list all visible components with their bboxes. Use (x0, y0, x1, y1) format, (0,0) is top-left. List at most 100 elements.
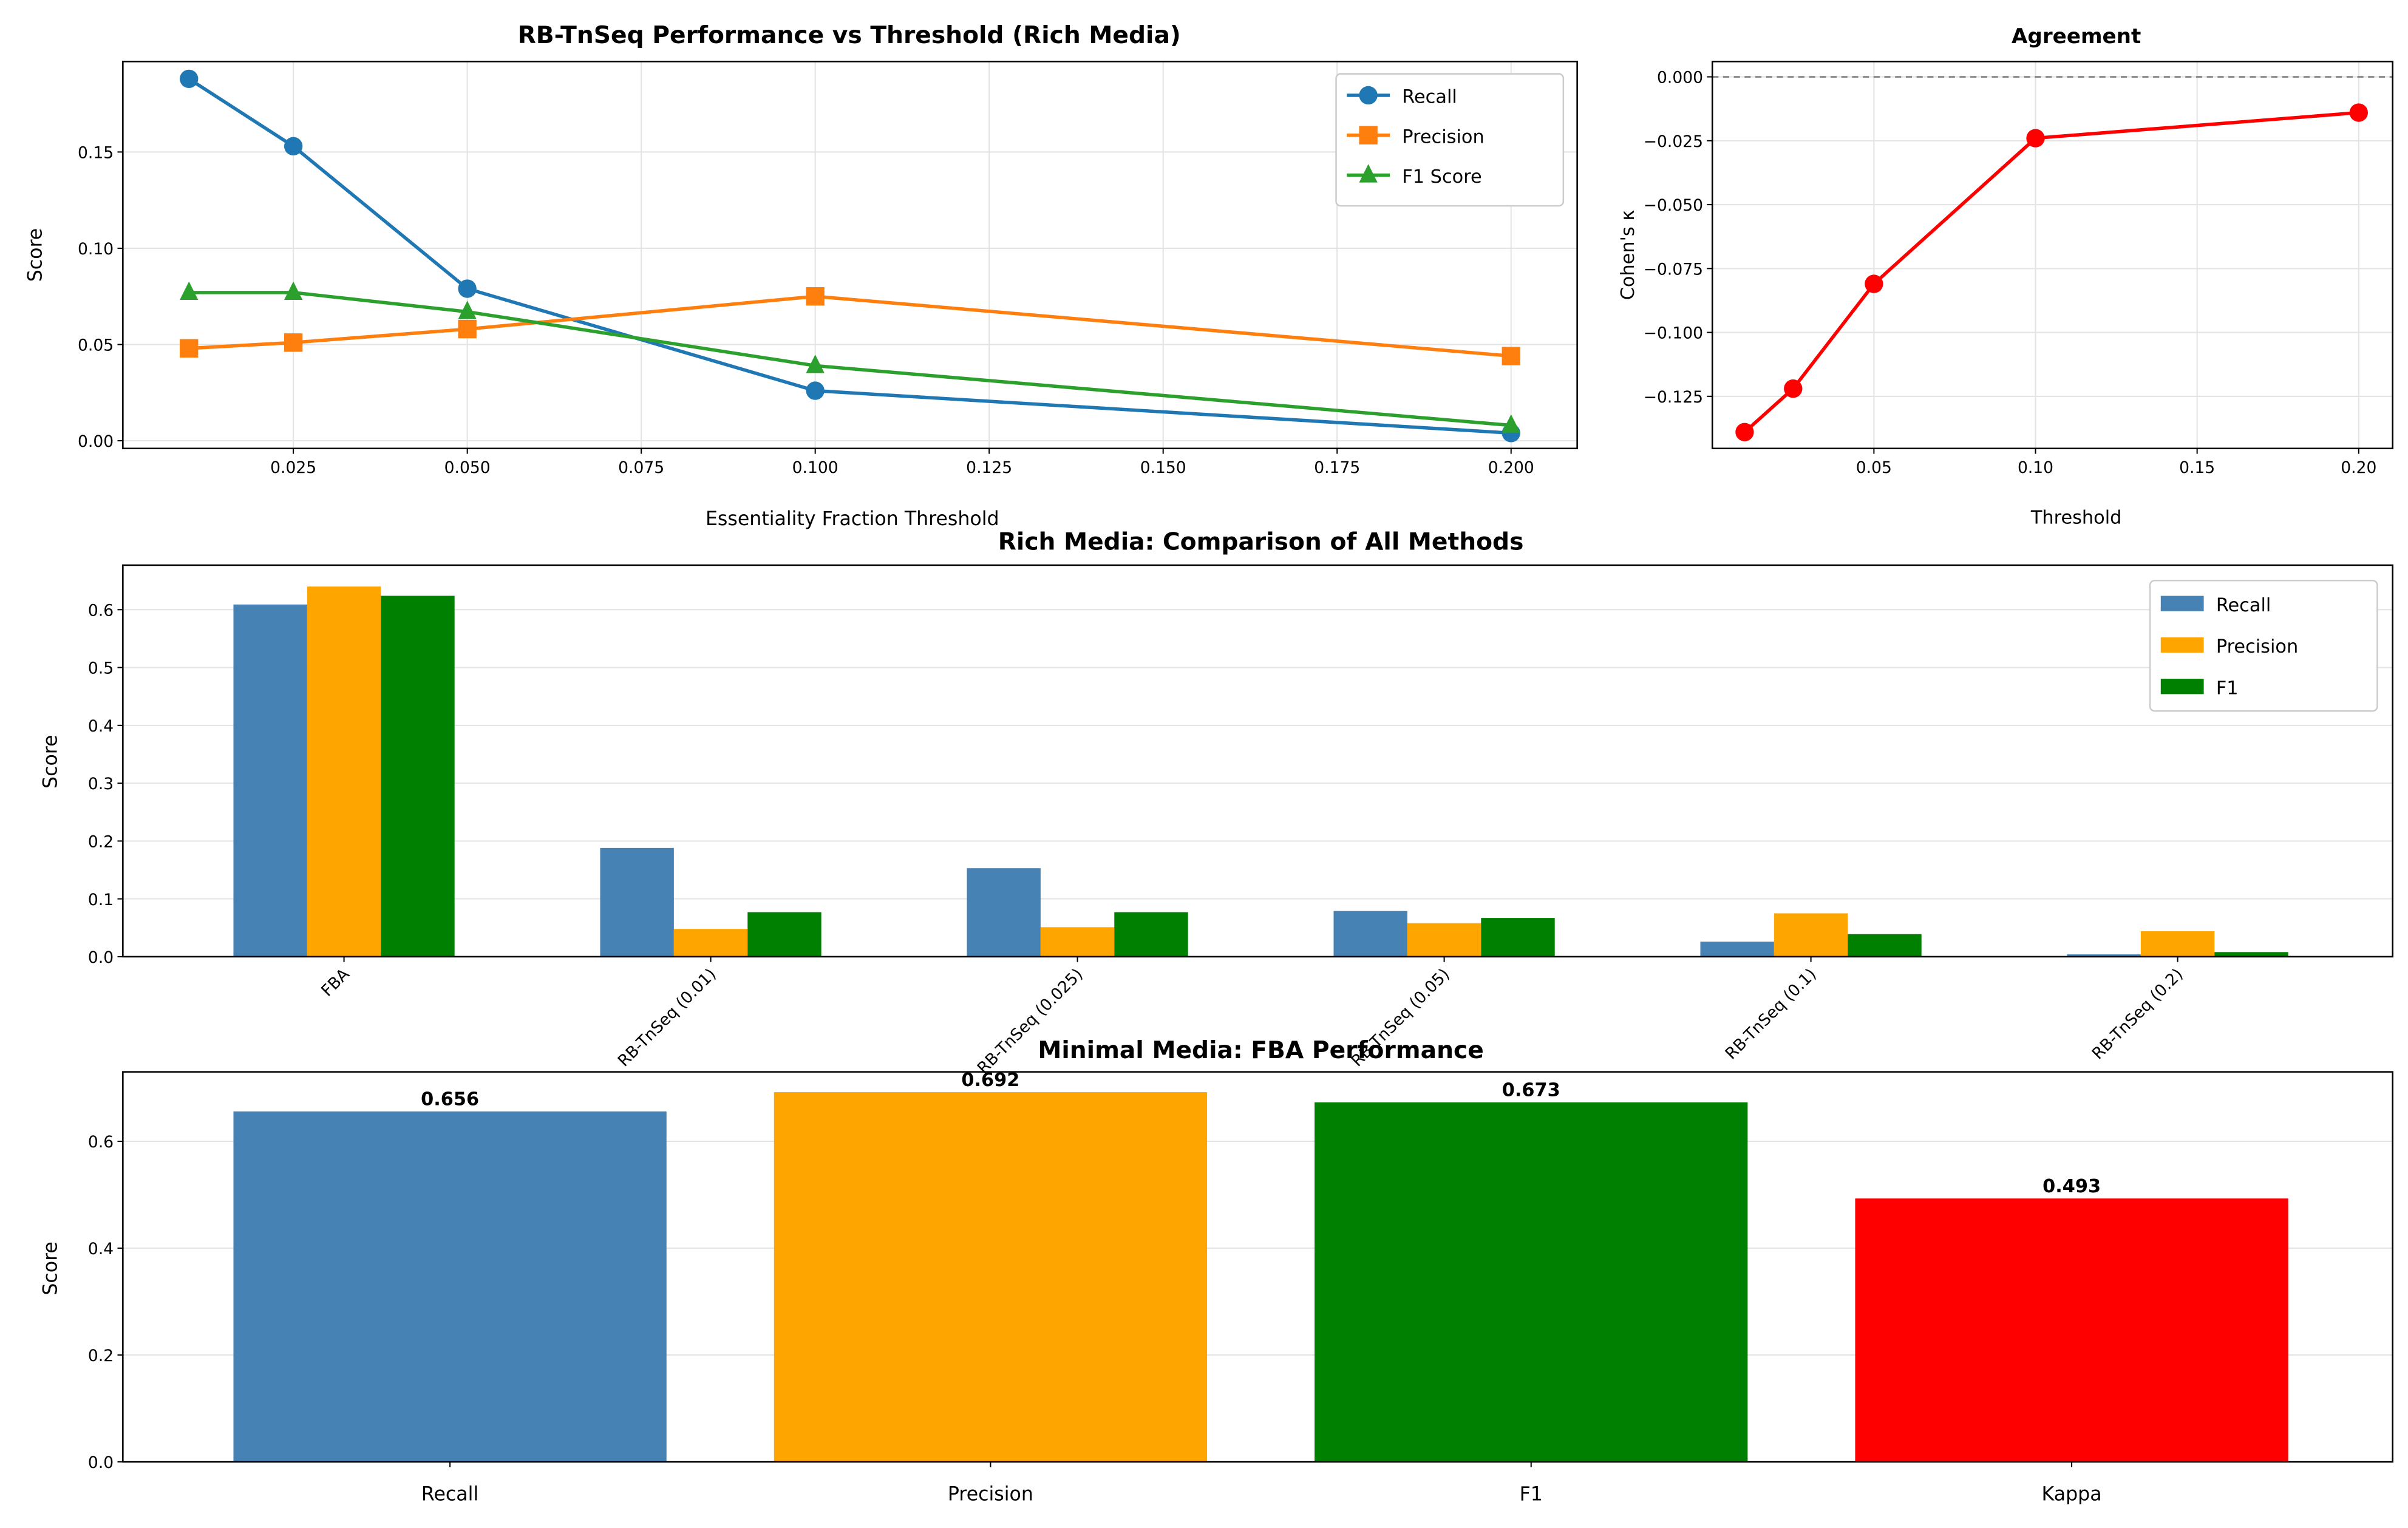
bar-recall (233, 1111, 667, 1462)
data-point (1359, 164, 1378, 183)
y-tick-label: 0.4 (88, 717, 114, 736)
threshold-line-chart: 0.00 0.05 0.10 0.15 0.025 0.050 0.075 0.100 0.12… (78, 61, 1578, 477)
rich-media-bar-chart: 0.0 0.1 0.2 0.3 0.4 0.5 0.6 FBA RB-TnSeq (0.01) R… (88, 564, 2393, 1078)
bar-recall (967, 868, 1041, 957)
bar-f1 (1114, 912, 1188, 957)
bar-precision (2140, 931, 2215, 957)
minimal-media-bar-chart: 0.0 0.2 0.4 0.6 0.656 Recall 0.692 Precision 0.6… (88, 1070, 2393, 1505)
legend-box (1335, 73, 1565, 207)
bar-f1 (1481, 918, 1555, 957)
x-tick-label: 0.100 (792, 458, 838, 477)
legend-label: Precision (1402, 126, 1484, 148)
x-tick-label: 0.150 (1140, 458, 1186, 477)
data-point (806, 287, 825, 306)
legend-box (2149, 579, 2378, 712)
data-point (1784, 379, 1803, 398)
bar-recall (1333, 911, 1407, 957)
chart-title-threshold: RB-TnSeq Performance vs Threshold (Rich … (518, 22, 1181, 49)
bar-precision (307, 586, 381, 957)
y-tick-label: 0.05 (78, 336, 114, 355)
y-tick-label: 0.6 (88, 601, 114, 620)
y-tick-label: 0.0 (88, 948, 114, 967)
x-tick-label: RB-TnSeq (0.01) (614, 965, 720, 1070)
legend-label: Recall (1402, 87, 1457, 108)
bar-f1 (1315, 1102, 1748, 1462)
data-point (806, 381, 825, 400)
legend: Recall Precision F1 (2149, 579, 2378, 712)
bar-recall (2067, 954, 2141, 957)
legend-label: Precision (2216, 636, 2298, 657)
y-tick-label: 0.15 (78, 143, 114, 162)
data-point (1359, 86, 1378, 105)
bar-f1 (747, 912, 821, 957)
agreement-line-chart: 0.000 −0.025 −0.050 −0.075 −0.100 −0.125 0.05 0… (1644, 61, 2393, 477)
bar-recall (600, 847, 674, 957)
series-line-f1-score (189, 291, 1511, 427)
data-point (284, 137, 303, 156)
bar-precision (1040, 927, 1115, 957)
data-point (284, 333, 303, 352)
x-tick-label: 0.05 (1856, 458, 1892, 477)
bar-f1 (1848, 934, 1922, 957)
data-point (284, 281, 303, 301)
legend-swatch (2160, 679, 2204, 694)
data-point (1865, 274, 1883, 293)
bar-precision (1407, 923, 1481, 957)
plot-frame (122, 61, 1578, 449)
x-tick-label: 0.200 (1488, 458, 1534, 477)
x-tick-label: 0.050 (444, 458, 491, 477)
y-tick-label: 0.3 (88, 775, 114, 793)
x-tick-label: RB-TnSeq (0.1) (1722, 965, 1820, 1063)
legend-swatch (2160, 637, 2204, 653)
x-tick-label: Kappa (2042, 1483, 2102, 1505)
bar-value-label: 0.673 (1502, 1080, 1560, 1101)
data-point (806, 355, 825, 373)
y-axis-label-threshold: Score (24, 228, 46, 282)
y-tick-label: 0.0 (88, 1453, 114, 1472)
data-point (180, 339, 199, 358)
x-tick-label: 0.025 (270, 458, 316, 477)
y-tick-label: 0.4 (88, 1240, 114, 1258)
y-tick-label: 0.6 (88, 1133, 114, 1152)
y-axis-label-rich: Score (40, 735, 62, 789)
x-tick-label: 0.20 (2341, 458, 2376, 477)
y-axis-label-minimal: Score (40, 1241, 62, 1295)
plot-frame (1711, 61, 2393, 449)
y-tick-label: 0.2 (88, 1346, 114, 1365)
y-tick-label: 0.2 (88, 833, 114, 852)
x-tick-label: F1 (1520, 1483, 1543, 1505)
bar-value-label: 0.692 (961, 1070, 1019, 1091)
data-point (180, 281, 199, 301)
y-tick-label: −0.050 (1644, 196, 1703, 215)
x-tick-label: 0.175 (1314, 458, 1360, 477)
legend-label: F1 (2216, 677, 2239, 699)
y-axis-label-agreement: Cohen's κ (1617, 210, 1639, 301)
y-tick-label: −0.025 (1644, 132, 1703, 151)
bar-precision (673, 929, 748, 957)
legend-label: F1 Score (1402, 166, 1481, 188)
bar-kappa (1855, 1198, 2288, 1462)
series-line-recall (188, 77, 1511, 435)
data-point (2026, 129, 2045, 148)
data-point (180, 69, 199, 89)
x-tick-label: Precision (948, 1483, 1033, 1505)
series-line-kappa (1743, 110, 2359, 433)
legend-swatch (2160, 596, 2204, 611)
bar-value-label: 0.493 (2042, 1176, 2101, 1197)
y-tick-label: 0.10 (78, 240, 114, 259)
x-tick-label: RB-TnSeq (0.2) (2089, 965, 2187, 1063)
x-tick-label: 0.10 (2018, 458, 2053, 477)
y-tick-label: 0.00 (78, 432, 114, 451)
x-tick-label: 0.125 (966, 458, 1012, 477)
data-point (458, 319, 477, 339)
bar-f1 (381, 596, 455, 957)
bar-precision (774, 1092, 1208, 1462)
y-tick-label: 0.5 (88, 659, 114, 678)
plot-frame (122, 1071, 2393, 1463)
series-line-precision (189, 294, 1511, 358)
bar-recall (1700, 942, 1774, 957)
data-point (1359, 126, 1378, 144)
chart-title-minimal-media: Minimal Media: FBA Performance (1038, 1037, 1483, 1064)
bar-precision (1774, 913, 1848, 957)
